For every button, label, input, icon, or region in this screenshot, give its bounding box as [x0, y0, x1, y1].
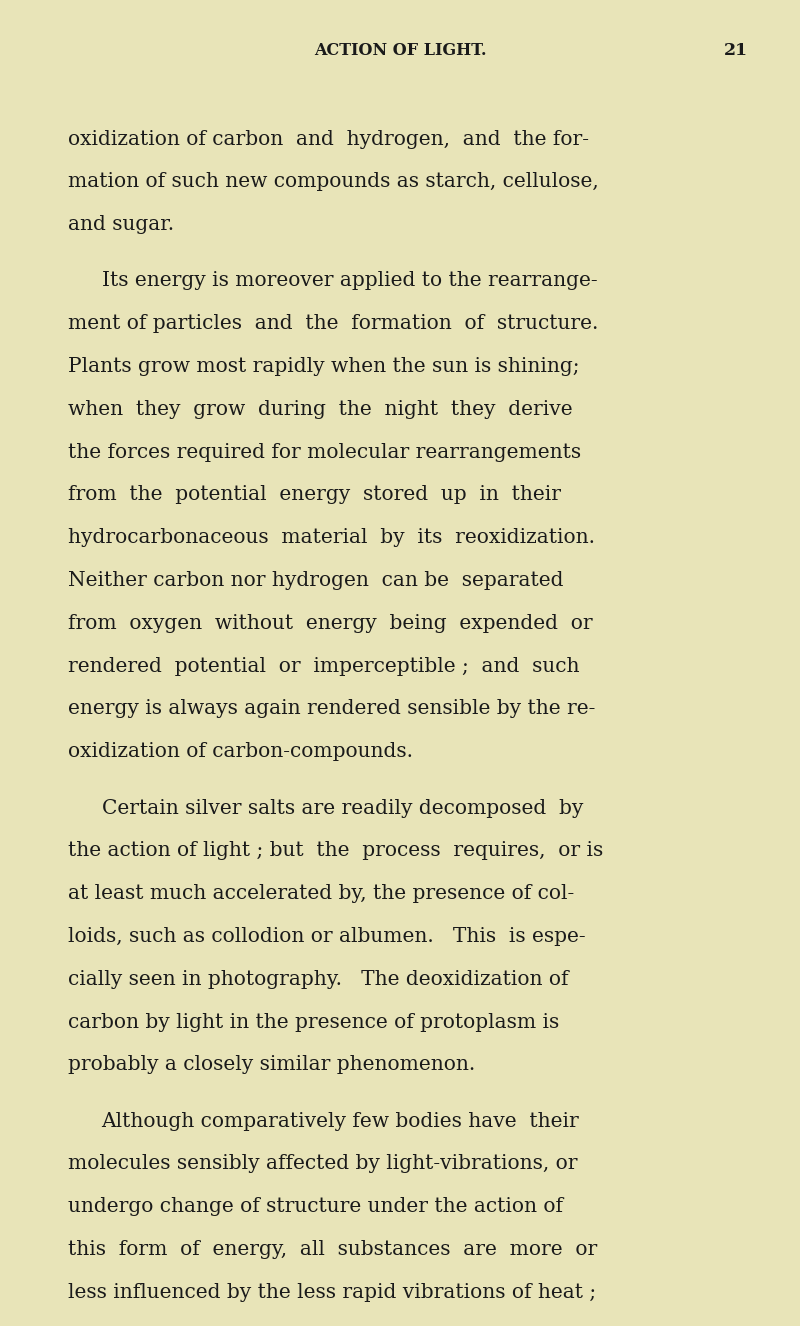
Text: from  the  potential  energy  stored  up  in  their: from the potential energy stored up in t… — [68, 485, 561, 504]
Text: the forces required for molecular rearrangements: the forces required for molecular rearra… — [68, 443, 581, 461]
Text: rendered  potential  or  imperceptible ;  and  such: rendered potential or imperceptible ; an… — [68, 656, 579, 676]
Text: from  oxygen  without  energy  being  expended  or: from oxygen without energy being expende… — [68, 614, 593, 633]
Text: and sugar.: and sugar. — [68, 215, 174, 235]
Text: ment of particles  and  the  formation  of  structure.: ment of particles and the formation of s… — [68, 314, 598, 333]
Text: Plants grow most rapidly when the sun is shining;: Plants grow most rapidly when the sun is… — [68, 357, 579, 377]
Text: Certain silver salts are readily decomposed  by: Certain silver salts are readily decompo… — [102, 798, 583, 818]
Text: Although comparatively few bodies have  their: Although comparatively few bodies have t… — [102, 1111, 579, 1131]
Text: the action of light ; but  the  process  requires,  or is: the action of light ; but the process re… — [68, 841, 603, 861]
Text: oxidization of carbon  and  hydrogen,  and  the for-: oxidization of carbon and hydrogen, and … — [68, 130, 589, 149]
Text: Neither carbon nor hydrogen  can be  separated: Neither carbon nor hydrogen can be separ… — [68, 572, 563, 590]
Text: this  form  of  energy,  all  substances  are  more  or: this form of energy, all substances are … — [68, 1240, 598, 1258]
Text: ACTION OF LIGHT.: ACTION OF LIGHT. — [314, 42, 486, 60]
Text: loids, such as collodion or albumen.   This  is espe-: loids, such as collodion or albumen. Thi… — [68, 927, 586, 945]
Text: mation of such new compounds as starch, cellulose,: mation of such new compounds as starch, … — [68, 172, 598, 191]
Text: when  they  grow  during  the  night  they  derive: when they grow during the night they der… — [68, 400, 573, 419]
Text: 21: 21 — [724, 42, 748, 60]
Text: molecules sensibly affected by light-vibrations, or: molecules sensibly affected by light-vib… — [68, 1155, 578, 1174]
Text: oxidization of carbon-compounds.: oxidization of carbon-compounds. — [68, 743, 413, 761]
Text: energy is always again rendered sensible by the re-: energy is always again rendered sensible… — [68, 699, 595, 719]
Text: Its energy is moreover applied to the rearrange-: Its energy is moreover applied to the re… — [102, 272, 598, 290]
Text: hydrocarbonaceous  material  by  its  reoxidization.: hydrocarbonaceous material by its reoxid… — [68, 528, 595, 548]
Text: undergo change of structure under the action of: undergo change of structure under the ac… — [68, 1197, 563, 1216]
Text: carbon by light in the presence of protoplasm is: carbon by light in the presence of proto… — [68, 1013, 559, 1032]
Text: at least much accelerated by, the presence of col-: at least much accelerated by, the presen… — [68, 884, 574, 903]
Text: cially seen in photography.   The deoxidization of: cially seen in photography. The deoxidiz… — [68, 969, 569, 989]
Text: probably a closely similar phenomenon.: probably a closely similar phenomenon. — [68, 1055, 475, 1074]
Text: less influenced by the less rapid vibrations of heat ;: less influenced by the less rapid vibrat… — [68, 1282, 596, 1302]
